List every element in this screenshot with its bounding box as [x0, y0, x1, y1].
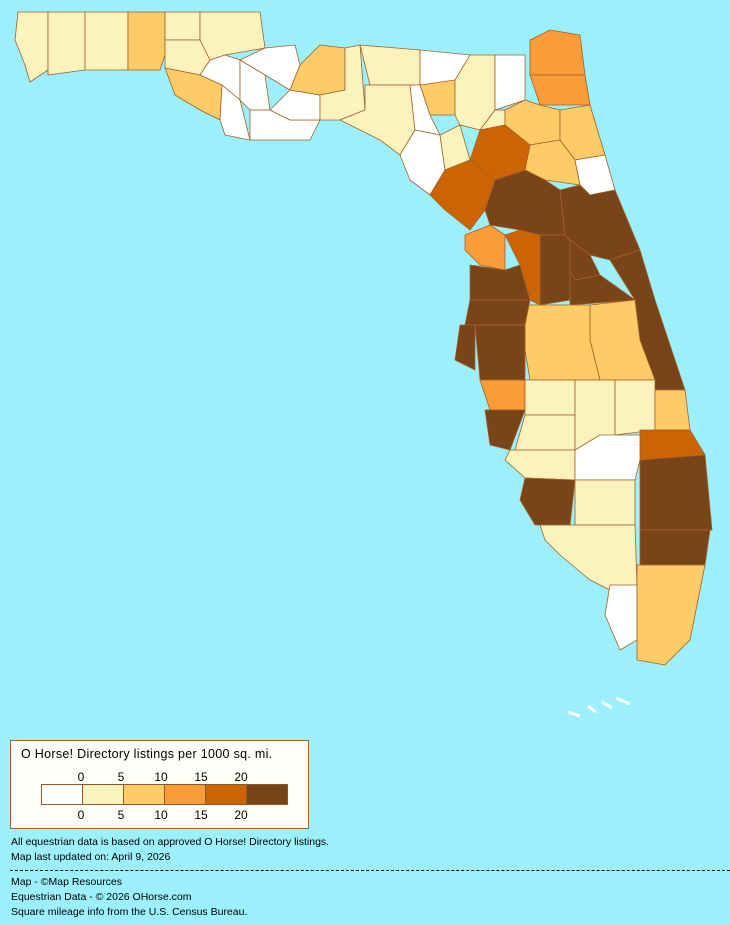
- florida-keys: [587, 704, 597, 714]
- updated-note: Map last updated on: April 9, 2026: [11, 851, 171, 863]
- county: [529, 74, 591, 106]
- legend-tick: 20: [234, 770, 248, 784]
- legend-color-bar: [41, 784, 288, 805]
- county: [569, 269, 636, 306]
- legend-tick: 0: [77, 808, 85, 822]
- legend-swatch-4: [206, 785, 247, 804]
- county: [494, 54, 526, 111]
- county: [84, 11, 129, 71]
- florida-keys: [567, 710, 581, 718]
- legend-tick: 10: [154, 808, 168, 822]
- county: [14, 11, 49, 83]
- county: [289, 44, 346, 96]
- county: [464, 299, 531, 326]
- county: [464, 224, 506, 271]
- legend-tick: 20: [234, 808, 248, 822]
- legend-tick: 5: [117, 770, 125, 784]
- florida-keys: [615, 696, 631, 706]
- map-credit: Map - ©Map Resources: [11, 876, 123, 888]
- legend-ticks-bottom: 0 5 10 15 20: [51, 808, 296, 822]
- county: [524, 304, 601, 381]
- county: [504, 449, 576, 481]
- county: [479, 379, 526, 411]
- county: [524, 379, 576, 416]
- legend-swatch-3: [165, 785, 206, 804]
- county: [639, 454, 713, 531]
- county: [639, 529, 711, 566]
- county: [454, 324, 476, 371]
- legend-tick: 5: [117, 808, 125, 822]
- legend-swatch-0: [42, 785, 83, 804]
- county: [47, 11, 86, 76]
- county: [219, 84, 251, 141]
- county: [636, 564, 706, 666]
- county: [654, 389, 691, 431]
- legend-swatch-2: [124, 785, 165, 804]
- census-credit: Square mileage info from the U.S. Census…: [11, 906, 248, 918]
- legend-swatch-5: [247, 785, 287, 804]
- legend-tick: 15: [194, 808, 208, 822]
- divider: [10, 870, 730, 871]
- legend-title: O Horse! Directory listings per 1000 sq.…: [21, 747, 273, 761]
- county: [164, 11, 201, 41]
- county: [604, 584, 638, 651]
- legend-ticks-top: 0 5 10 15 20: [51, 770, 296, 784]
- county: [127, 11, 166, 71]
- county: [469, 264, 531, 301]
- county: [359, 44, 421, 86]
- county: [529, 29, 586, 76]
- county: [539, 234, 571, 306]
- florida-county-map: [14, 11, 713, 718]
- data-basis-note: All equestrian data is based on approved…: [11, 836, 330, 848]
- legend-tick: 15: [194, 770, 208, 784]
- florida-keys: [601, 700, 613, 710]
- county: [514, 414, 576, 451]
- data-credit: Equestrian Data - © 2026 OHorse.com: [11, 891, 192, 903]
- legend-tick: 0: [77, 770, 85, 784]
- county: [519, 477, 576, 526]
- legend: O Horse! Directory listings per 1000 sq.…: [10, 740, 309, 829]
- county: [409, 84, 441, 136]
- county: [474, 324, 526, 381]
- county: [539, 524, 638, 591]
- county: [574, 479, 636, 526]
- legend-swatch-1: [83, 785, 124, 804]
- county: [319, 44, 366, 121]
- county: [614, 379, 656, 436]
- legend-tick: 10: [154, 770, 168, 784]
